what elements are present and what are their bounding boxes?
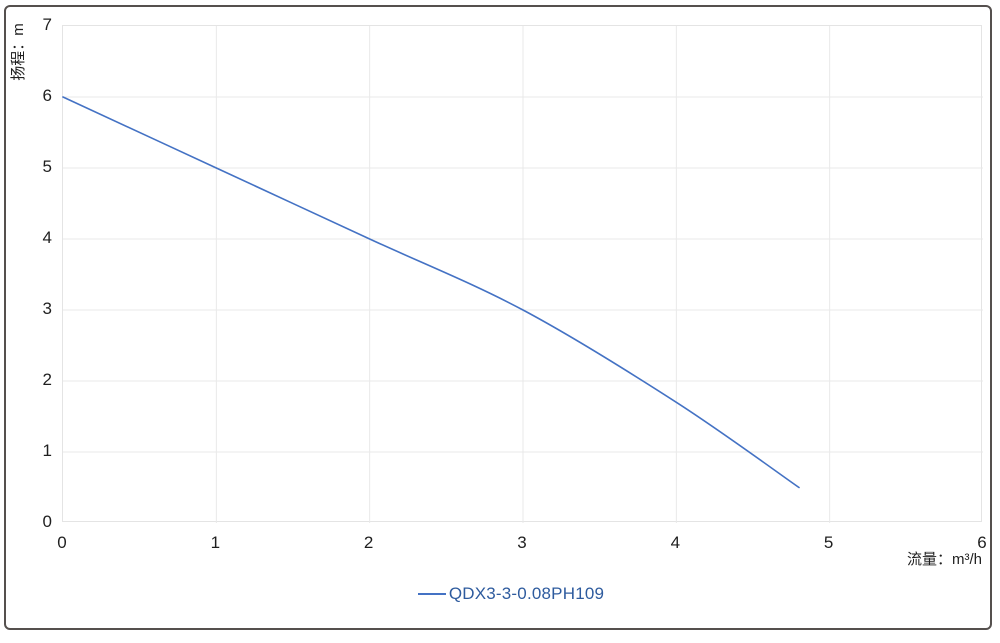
y-tick-label: 2 <box>42 370 52 389</box>
x-tick-label: 3 <box>517 533 527 552</box>
curve-plot-svg <box>62 26 983 523</box>
y-tick-label: 7 <box>42 15 52 34</box>
y-tick-label: 4 <box>42 228 52 247</box>
y-tick-label: 5 <box>42 157 52 176</box>
y-tick-label: 1 <box>42 441 52 460</box>
y-tick-label: 6 <box>42 86 52 105</box>
plot-area <box>62 25 983 523</box>
head-flow-curve <box>62 96 800 489</box>
x-tick-label: 5 <box>823 533 834 552</box>
x-tick-label: 1 <box>210 533 221 552</box>
x-tick-label: 2 <box>363 533 374 552</box>
legend-series-label: QDX3-3-0.08PH109 <box>448 584 605 603</box>
legend: QDX3-3-0.08PH109 <box>0 584 1000 604</box>
legend-line-icon <box>417 593 446 595</box>
x-axis-title: 流量：m³/h <box>906 551 982 568</box>
x-tick-label: 0 <box>57 533 67 552</box>
x-tick-label: 6 <box>977 533 987 552</box>
y-tick-label: 3 <box>42 299 52 318</box>
x-tick-label: 4 <box>670 533 681 552</box>
y-tick-label: 0 <box>42 512 52 531</box>
